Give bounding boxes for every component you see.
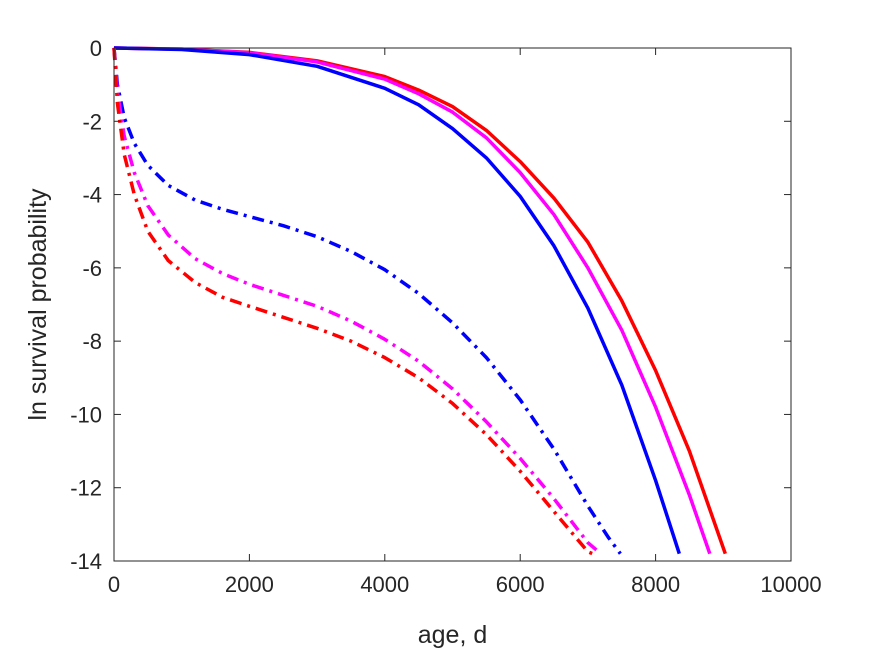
x-axis-label: age, d [418, 621, 488, 649]
series-layer [112, 46, 727, 556]
series-line-0 [113, 46, 727, 555]
series-line-2 [113, 46, 681, 555]
x-tick-label: 2000 [225, 572, 274, 597]
y-axis-label: ln survival probability [24, 188, 52, 421]
y-tick-label: -2 [82, 109, 102, 134]
y-tick-label: -10 [70, 402, 102, 427]
y-tick-label: -6 [82, 256, 102, 281]
x-tick-label: 8000 [631, 572, 680, 597]
series-line-1 [113, 46, 712, 555]
x-tick-label: 10000 [760, 572, 821, 597]
x-tick-label: 4000 [360, 572, 409, 597]
series-line-5 [112, 47, 594, 556]
y-tick-label: 0 [90, 36, 102, 61]
x-tick-label: 0 [108, 572, 120, 597]
series-line-3 [112, 47, 622, 555]
y-tick-label: -4 [82, 183, 102, 208]
tick-layer: 0 2000 4000 6000 8000 10000 0 -2 -4 -6 -8 -10 -12 -14 [70, 36, 821, 597]
x-tick-label: 6000 [496, 572, 545, 597]
y-tick-label: -8 [82, 329, 102, 354]
y-tick-label: -14 [70, 549, 102, 574]
plot-frame [113, 47, 792, 562]
series-line-4 [112, 47, 602, 556]
y-tick-label: -12 [70, 476, 102, 501]
